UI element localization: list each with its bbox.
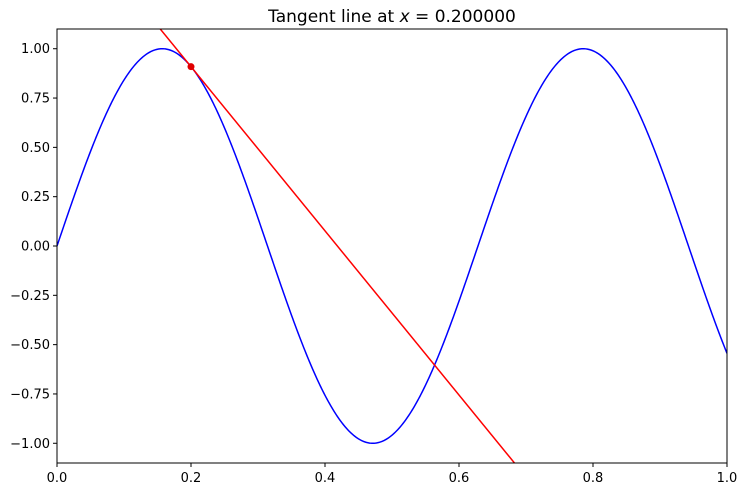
y-axis: −1.00 −0.75 −0.50 −0.25 0.00 0.25 0.50 0.75 1.00 xyxy=(10,42,57,452)
tangent-point-marker xyxy=(187,63,195,71)
x-tick-label: 0.0 xyxy=(47,471,68,486)
chart-title-variable: x xyxy=(399,7,411,27)
tangent-line xyxy=(159,29,516,463)
plot-lines xyxy=(57,29,727,463)
x-axis: 0.0 0.2 0.4 0.6 0.8 1.0 xyxy=(47,463,738,486)
x-tick-label: 1.0 xyxy=(717,471,738,486)
x-tick-label: 0.4 xyxy=(315,471,336,486)
y-tick-label: 0.00 xyxy=(21,240,50,255)
x-tick-label: 0.2 xyxy=(181,471,202,486)
y-tick-label: 0.50 xyxy=(21,141,50,156)
y-tick-label: 0.25 xyxy=(21,190,50,205)
y-tick-label: 1.00 xyxy=(21,42,50,57)
sine-curve-line xyxy=(57,47,727,445)
y-tick-label: −0.25 xyxy=(10,289,50,304)
chart-title: Tangent line at x = 0.200000 xyxy=(267,7,516,27)
plot-frame xyxy=(56,28,728,464)
x-tick-label: 0.6 xyxy=(449,471,470,486)
chart-title-prefix: Tangent line at xyxy=(267,7,399,27)
y-tick-label: −0.75 xyxy=(10,387,50,402)
x-tick-label: 0.8 xyxy=(583,471,604,486)
y-tick-label: −1.00 xyxy=(10,437,50,452)
y-tick-label: −0.50 xyxy=(10,338,50,353)
y-tick-label: 0.75 xyxy=(21,92,50,107)
chart-title-suffix: = 0.200000 xyxy=(410,7,516,27)
